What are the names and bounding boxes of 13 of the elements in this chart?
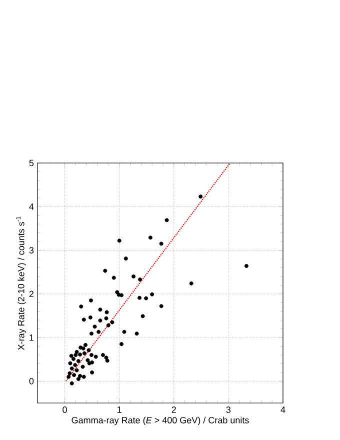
y-tick-label: 4: [29, 204, 34, 210]
x-tick-label: 0: [62, 406, 67, 413]
x-tick-label: 4: [280, 406, 286, 413]
y-tick-label: 3: [29, 247, 34, 254]
y-tick-label: 2: [29, 290, 34, 298]
x-axis-title: Gamma-ray Rate (E > 400 GeV) / Crab units: [72, 416, 249, 426]
y-tick-label: 5: [29, 160, 34, 166]
y-tick-label: 1: [30, 334, 34, 341]
x-tick-label: 3: [226, 406, 231, 413]
x-tick-label: 1: [118, 406, 122, 413]
x-tick-label: 2: [172, 406, 176, 413]
y-axis-title: X-ray Rate (2-10 keV) / counts s$^{-1}$: [16, 216, 26, 350]
y-tick-label: 0: [29, 378, 34, 384]
